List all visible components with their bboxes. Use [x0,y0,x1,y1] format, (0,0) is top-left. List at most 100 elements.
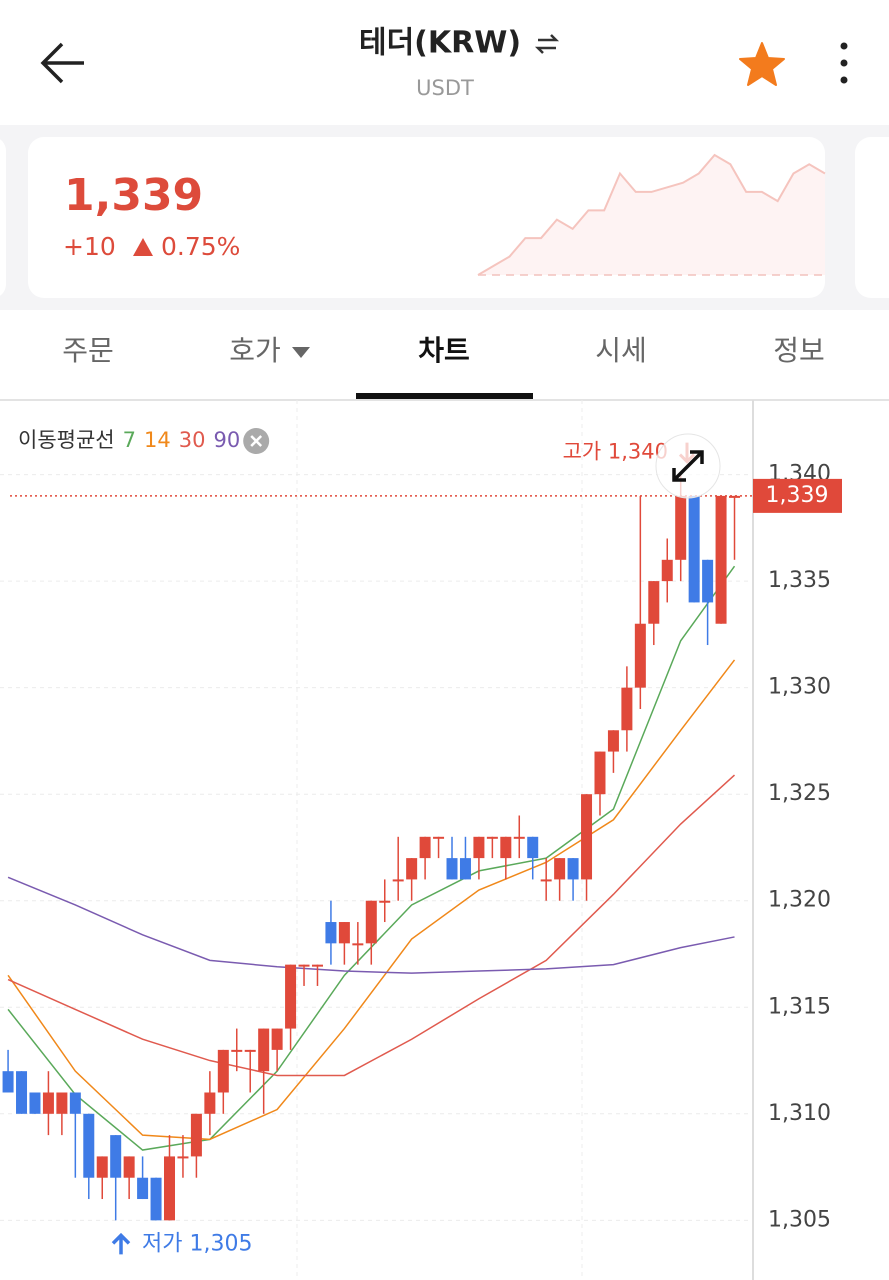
candle-body [311,964,323,967]
candle-body [527,836,539,859]
low-arrow [111,1232,131,1255]
candle-body [688,495,700,603]
moving-average [7,565,736,1151]
candle-body [352,943,364,946]
y-tick-label: 1,320 [768,888,831,913]
legend-item: 90 [213,428,240,452]
more-menu[interactable] [840,42,848,84]
candle-body [486,836,498,839]
candle-body [69,1092,81,1114]
tabs: 주문 호가 차트 시세 정보 [62,334,825,400]
dropdown-arrow [292,347,310,358]
current-price-box [753,478,842,513]
legend-item: 14 [144,428,171,452]
candle-body [634,623,646,688]
candle-body [594,751,606,795]
moving-average [7,774,736,1077]
candle-body [96,1156,108,1178]
candle-body [110,1135,122,1178]
sparkline [477,153,826,276]
next-card[interactable] [855,137,889,298]
candle-body [204,1092,216,1114]
high-label: 고가 1,340 [563,440,668,464]
y-tick-label: 1,330 [768,675,831,700]
back-button[interactable] [40,42,84,84]
candle-body [298,964,310,967]
candle-body [150,1177,162,1221]
prev-card[interactable] [0,137,6,298]
candle-body [648,581,660,624]
swap-icon[interactable] [534,34,560,54]
tab[interactable]: 정보 [773,334,825,367]
ma-legend[interactable]: 이동평균선 7 14 30 90 [18,428,240,452]
candle-body [607,730,619,752]
candle-body [554,858,566,880]
candle-body [56,1092,68,1114]
low-label: 저가 1,305 [142,1231,252,1256]
candle-body [177,1156,189,1159]
candle-body [661,559,673,582]
candle-body [379,900,391,903]
moving-average [7,876,735,974]
expand-icon[interactable] [672,450,704,482]
up-triangle [133,238,153,256]
candle-body [325,922,337,944]
price: 1,339 [64,170,203,221]
candle-body [433,836,445,839]
candle-body [271,1028,283,1050]
current-price-label: 1,339 [766,483,829,508]
candle-body [581,794,593,880]
candle-body [2,1071,14,1093]
legend-item: 7 [123,428,136,452]
y-tick-label: 1,305 [768,1207,831,1232]
candle-body [137,1177,149,1200]
candle-body [500,836,512,859]
candle-body [16,1071,28,1114]
tab[interactable]: 호가 [229,334,281,367]
candle-body [190,1113,202,1157]
candle-body [621,687,633,731]
candle-body [365,900,377,944]
legend-title: 이동평균선 [18,428,115,452]
candle-body [419,836,431,859]
tab-underline [356,393,533,400]
legend-item: 30 [179,428,206,452]
tab[interactable]: 주문 [62,334,114,367]
candle-body [123,1156,135,1178]
candle-body [715,495,727,624]
y-tick-label: 1,310 [768,1101,831,1126]
candle-body [83,1113,95,1178]
candle-body [473,836,485,859]
candle-body [244,1049,256,1052]
tab[interactable]: 차트 [418,334,470,367]
y-tick-label: 1,325 [768,781,831,806]
candle-body [392,879,404,882]
candle-body [164,1156,176,1221]
candle-body [459,858,471,880]
moving-average [7,659,736,1141]
candle-body [702,559,714,603]
candle-body [540,879,552,882]
candle-body [513,836,525,839]
y-tick-label: 1,315 [768,994,831,1019]
candle-body [729,495,741,498]
tab[interactable]: 시세 [595,334,647,367]
candle-body [217,1049,229,1093]
candle-body [406,858,418,880]
candle-body [42,1092,54,1114]
title: 테더(KRW) [359,26,521,61]
favorite-star[interactable] [739,42,785,86]
candle-body [231,1049,243,1052]
y-tick-label: 1,335 [768,568,831,593]
sparkline-line [477,153,826,276]
candle-body [446,858,458,880]
candle-body [258,1028,270,1072]
change-rate: 0.75% [161,232,240,261]
candle-body [338,922,350,944]
candle-body [675,495,687,560]
candle-body [567,858,579,880]
subtitle: USDT [416,76,474,100]
legend-close-x[interactable] [250,435,263,447]
